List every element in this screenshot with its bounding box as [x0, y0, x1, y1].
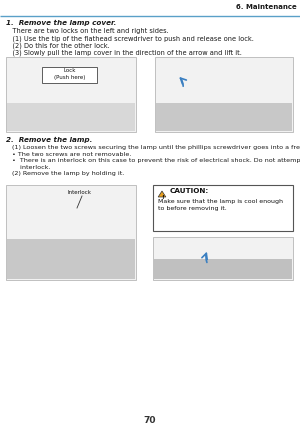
Text: (2) Do this for the other lock.: (2) Do this for the other lock.: [6, 42, 110, 49]
Text: CAUTION:: CAUTION:: [170, 188, 209, 194]
Text: 2.  Remove the lamp.: 2. Remove the lamp.: [6, 137, 92, 143]
FancyBboxPatch shape: [153, 185, 293, 231]
Text: Interlock: Interlock: [67, 190, 91, 195]
Text: There are two locks on the left and right sides.: There are two locks on the left and righ…: [6, 28, 169, 34]
Text: (1) Use the tip of the flathead screwdriver to push and release one lock.: (1) Use the tip of the flathead screwdri…: [6, 35, 254, 41]
Text: Make sure that the lamp is cool enough
to before removing it.: Make sure that the lamp is cool enough t…: [158, 199, 283, 211]
FancyBboxPatch shape: [42, 67, 97, 83]
Text: interlock.: interlock.: [6, 165, 50, 170]
Text: (1) Loosen the two screws securing the lamp until the phillips screwdriver goes : (1) Loosen the two screws securing the l…: [6, 145, 300, 150]
Polygon shape: [158, 191, 166, 197]
Text: 1.  Remove the lamp cover.: 1. Remove the lamp cover.: [6, 20, 116, 26]
Text: 70: 70: [144, 416, 156, 423]
Text: •  There is an interlock on this case to prevent the risk of electrical shock. D: • There is an interlock on this case to …: [6, 158, 300, 163]
Text: 6. Maintenance: 6. Maintenance: [236, 4, 297, 10]
Bar: [7, 103, 135, 131]
FancyBboxPatch shape: [6, 185, 136, 280]
FancyBboxPatch shape: [6, 57, 136, 132]
Bar: [156, 103, 292, 131]
Text: (2) Remove the lamp by holding it.: (2) Remove the lamp by holding it.: [6, 171, 124, 176]
FancyBboxPatch shape: [153, 237, 293, 280]
Text: (3) Slowly pull the lamp cover in the direction of the arrow and lift it.: (3) Slowly pull the lamp cover in the di…: [6, 49, 242, 55]
Text: • The two screws are not removable.: • The two screws are not removable.: [6, 151, 131, 157]
Bar: [154, 259, 292, 279]
Text: !: !: [160, 195, 164, 200]
FancyBboxPatch shape: [155, 57, 293, 132]
Text: Lock
(Push here): Lock (Push here): [54, 68, 85, 80]
Bar: [7, 239, 135, 279]
